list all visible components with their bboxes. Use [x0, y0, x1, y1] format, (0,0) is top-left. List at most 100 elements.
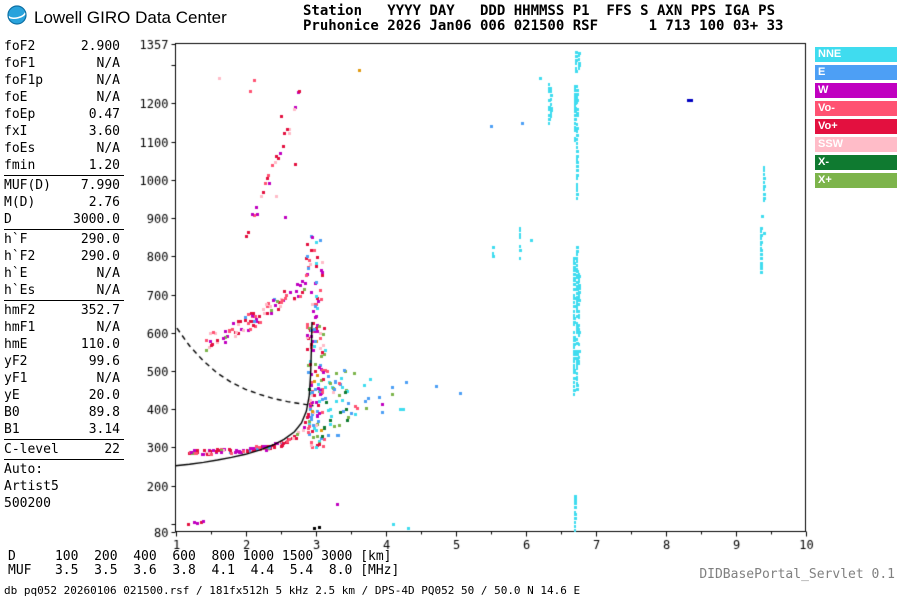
param-value: 20.0: [88, 388, 120, 403]
param-row: fmin 1.20: [4, 157, 124, 174]
param-label: Auto:: [4, 462, 44, 477]
param-group-divider: [4, 300, 124, 301]
parameter-panel: foF2 2.900 foF1 N/A foF1p N/A foE N/A foEp 0.47 fx…: [4, 38, 124, 512]
param-value: N/A: [96, 56, 120, 71]
param-value: 3.14: [88, 422, 120, 437]
param-value: 352.7: [80, 303, 120, 318]
param-value: 2.900: [80, 39, 120, 54]
param-row: h`Es N/A: [4, 282, 124, 299]
brand: Lowell GIRO Data Center: [6, 4, 227, 31]
dmuf-table: D 100 200 400 600 800 1000 1500 3000 [km…: [8, 549, 400, 578]
param-row: D 3000.0: [4, 211, 124, 228]
param-row: fxI 3.60: [4, 123, 124, 140]
param-label: B1: [4, 422, 20, 437]
param-row: foF2 2.900: [4, 38, 124, 55]
param-label: foE: [4, 90, 28, 105]
param-row: MUF(D) 7.990: [4, 177, 124, 194]
station-header-line1: Station YYYY DAY DDD HHMMSS P1 FFS S AXN…: [303, 3, 776, 19]
param-value: 290.0: [80, 249, 120, 264]
param-label: fmin: [4, 158, 36, 173]
param-label: B0: [4, 405, 20, 420]
legend-item-w: W: [815, 83, 897, 98]
legend-item-e: E: [815, 65, 897, 80]
param-label: fxI: [4, 124, 28, 139]
param-label: hmE: [4, 337, 28, 352]
giro-logo-icon: [6, 4, 28, 31]
param-row: foEp 0.47: [4, 106, 124, 123]
param-label: foF2: [4, 39, 36, 54]
legend-item-nne: NNE: [815, 47, 897, 62]
param-row: foF1 N/A: [4, 55, 124, 72]
param-group-divider: [4, 175, 124, 176]
param-label: yF2: [4, 354, 28, 369]
param-value: 3000.0: [73, 212, 120, 227]
param-value: 22: [104, 442, 120, 457]
param-label: MUF(D): [4, 178, 51, 193]
legend-item-vo+: Vo+: [815, 119, 897, 134]
param-label: h`F: [4, 232, 28, 247]
legend: NNE E W Vo- Vo+ SSW X- X+: [815, 47, 897, 191]
param-row: h`F2 290.0: [4, 248, 124, 265]
param-value: N/A: [96, 371, 120, 386]
param-value: N/A: [96, 266, 120, 281]
param-label: M(D): [4, 195, 36, 210]
param-value: N/A: [96, 73, 120, 88]
param-value: 290.0: [80, 232, 120, 247]
brand-title: Lowell GIRO Data Center: [34, 7, 227, 27]
param-row: hmE 110.0: [4, 336, 124, 353]
param-label: foEs: [4, 141, 36, 156]
param-label: h`Es: [4, 283, 36, 298]
param-row: h`F 290.0: [4, 231, 124, 248]
param-label: yF1: [4, 371, 28, 386]
servlet-version: DIDBasePortal_Servlet 0.1: [699, 567, 895, 582]
param-label: 500200: [4, 496, 51, 511]
param-group-divider: [4, 439, 124, 440]
station-header: Station YYYY DAY DDD HHMMSS P1 FFS S AXN…: [303, 4, 783, 34]
param-value: 110.0: [80, 337, 120, 352]
legend-item-x+: X+: [815, 173, 897, 188]
param-row: 500200: [4, 495, 124, 512]
param-row: foF1p N/A: [4, 72, 124, 89]
status-bar: db pq052 20260106 021500.rsf / 181fx512h…: [4, 584, 581, 597]
param-row: Artist5: [4, 478, 124, 495]
param-value: 89.8: [88, 405, 120, 420]
param-label: foEp: [4, 107, 36, 122]
param-row: foEs N/A: [4, 140, 124, 157]
param-group-divider: [4, 229, 124, 230]
param-value: 1.20: [88, 158, 120, 173]
legend-item-x-: X-: [815, 155, 897, 170]
param-label: D: [4, 212, 12, 227]
param-value: 3.60: [88, 124, 120, 139]
legend-item-vo-: Vo-: [815, 101, 897, 116]
param-label: yE: [4, 388, 20, 403]
param-label: hmF2: [4, 303, 36, 318]
param-value: N/A: [96, 141, 120, 156]
legend-item-ssw: SSW: [815, 137, 897, 152]
param-row: yF2 99.6: [4, 353, 124, 370]
param-value: N/A: [96, 320, 120, 335]
param-value: N/A: [96, 283, 120, 298]
param-row: hmF2 352.7: [4, 302, 124, 319]
param-value: 99.6: [88, 354, 120, 369]
ionogram-plot: [120, 30, 820, 570]
param-group-divider: [4, 459, 124, 460]
station-header-line2: Pruhonice 2026 Jan06 006 021500 RSF 1 71…: [303, 18, 784, 34]
param-row: yF1 N/A: [4, 370, 124, 387]
param-value: N/A: [96, 90, 120, 105]
param-label: h`E: [4, 266, 28, 281]
param-value: 7.990: [80, 178, 120, 193]
param-label: foF1: [4, 56, 36, 71]
param-row: yE 20.0: [4, 387, 124, 404]
param-label: C-level: [4, 442, 59, 457]
param-label: foF1p: [4, 73, 44, 88]
param-row: C-level 22: [4, 441, 124, 458]
param-label: h`F2: [4, 249, 36, 264]
param-label: hmF1: [4, 320, 36, 335]
param-row: Auto:: [4, 461, 124, 478]
param-label: Artist5: [4, 479, 59, 494]
param-row: h`E N/A: [4, 265, 124, 282]
param-row: B0 89.8: [4, 404, 124, 421]
param-row: hmF1 N/A: [4, 319, 124, 336]
param-value: 0.47: [88, 107, 120, 122]
